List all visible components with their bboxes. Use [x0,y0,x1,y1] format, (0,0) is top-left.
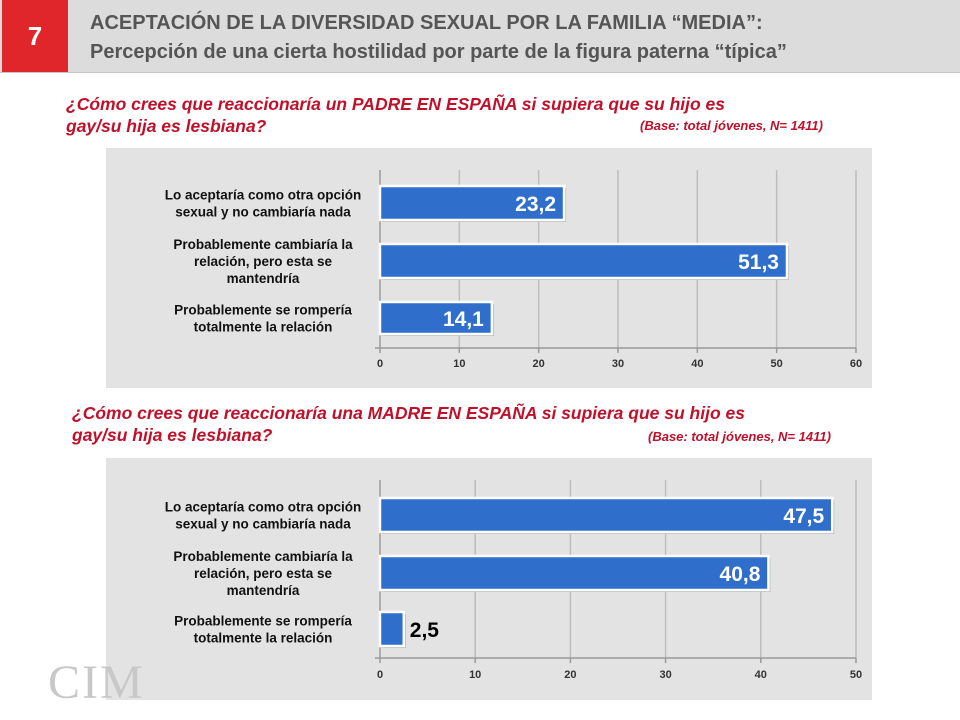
bar [378,300,494,336]
category-label: mantendría [227,583,300,598]
category-label: Probablemente se rompería [174,614,352,629]
x-tick-label: 40 [755,669,767,681]
x-tick-label: 10 [453,358,465,370]
category-label: Probablemente se rompería [174,303,352,318]
x-tick-label: 50 [850,669,862,681]
question-father-line1: ¿Cómo crees que reaccionaría un PADRE EN… [66,94,726,114]
data-label: 51,3 [738,251,779,274]
x-tick-label: 30 [612,358,624,370]
bar [378,184,566,222]
data-label: 47,5 [783,505,824,528]
category-label: totalmente la relación [194,631,333,646]
x-tick-label: 20 [564,669,576,681]
bar [378,554,770,592]
x-tick-label: 10 [469,669,481,681]
category-label: sexual y no cambiaría nada [175,205,351,220]
category-label: Probablemente cambiaría la [173,549,353,564]
bar [378,242,789,280]
x-tick-label: 40 [691,358,703,370]
question-mother-line1: ¿Cómo crees que reaccionaría una MADRE E… [72,403,745,423]
chart-panel-father: 0 10 20 30 40 50 60 23,2 Lo aceptaría como otra … [106,148,872,388]
question-mother: ¿Cómo crees que reaccionaría una MADRE E… [72,402,745,446]
category-label: relación, pero esta se [194,566,333,581]
x-tick-label: 50 [771,358,783,370]
chart-panel-mother: 0 10 20 30 40 50 47,5 Lo aceptaría como otra op… [106,458,872,700]
data-label: 2,5 [410,619,440,642]
x-tick-label: 0 [377,669,383,681]
base-note-mother: (Base: total jóvenes, N= 1411) [648,429,831,444]
chart-father: 0 10 20 30 40 50 60 23,2 Lo aceptaría como otra … [165,170,862,370]
category-label: mantendría [227,271,300,286]
category-label: totalmente la relación [194,320,333,335]
chart-mother: 0 10 20 30 40 50 47,5 Lo aceptaría como otra op… [165,480,862,681]
base-note-father: (Base: total jóvenes, N= 1411) [640,118,823,133]
bar [378,610,406,648]
category-label: relación, pero esta se [194,254,333,269]
slide-title-line1: ACEPTACIÓN DE LA DIVERSIDAD SEXUAL POR L… [90,12,763,34]
data-label: 40,8 [720,563,761,586]
question-father: ¿Cómo crees que reaccionaría un PADRE EN… [66,93,725,137]
x-tick-label: 30 [659,669,671,681]
x-tick-label: 60 [850,358,862,370]
slide-header: 7 ACEPTACIÓN DE LA DIVERSIDAD SEXUAL POR… [0,0,960,73]
category-label: Lo aceptaría como otra opción [165,188,362,203]
slide-title-line2: Percepción de una cierta hostilidad por … [90,41,787,63]
category-label: Lo aceptaría como otra opción [165,500,362,515]
question-father-line2: gay/su hija es lesbiana? [66,116,267,136]
x-tick-label: 20 [533,358,545,370]
x-tick-label: 0 [377,358,383,370]
data-label: 23,2 [515,193,556,216]
category-label: sexual y no cambiaría nada [175,517,351,532]
data-label: 14,1 [443,308,484,331]
bar [378,496,834,534]
slide-number-badge: 7 [2,0,68,72]
company-logo: CIM [48,656,145,709]
question-mother-line2: gay/su hija es lesbiana? [72,425,273,445]
category-label: Probablemente cambiaría la [173,237,353,252]
